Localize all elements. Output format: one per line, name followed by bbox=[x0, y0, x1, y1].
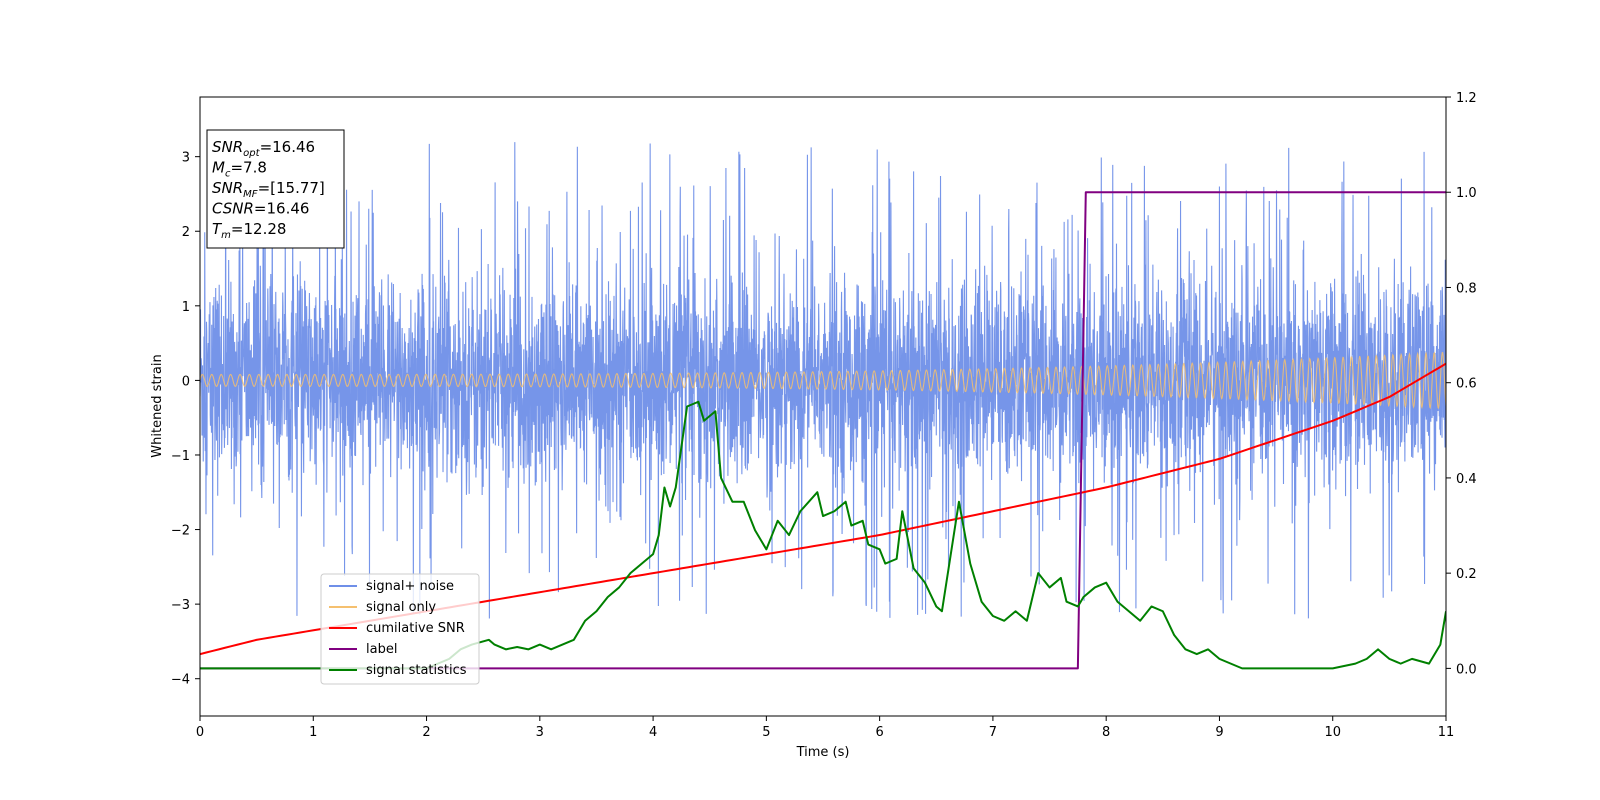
x-tick-label: 3 bbox=[536, 725, 544, 740]
series-signal-only-line bbox=[200, 351, 1446, 410]
legend-label: signal statistics bbox=[366, 663, 467, 678]
y-right-axis-ticks: 0.0 0.2 0.4 0.6 0.8 1.0 1.2 bbox=[1446, 91, 1477, 677]
annotation-value: =12.28 bbox=[231, 220, 287, 238]
y-left-axis-ticks: −4 −3 −2 −1 0 1 2 3 bbox=[171, 151, 200, 688]
annotation-value: =16.46 bbox=[260, 138, 316, 156]
annotation-line: CSNR=16.46 bbox=[212, 200, 309, 218]
x-tick-label: 6 bbox=[875, 725, 883, 740]
legend-label: signal+ noise bbox=[366, 579, 454, 594]
y-right-tick-label: 0.0 bbox=[1456, 662, 1477, 677]
x-axis-ticks: 0 1 2 3 4 5 6 7 8 9 10 11 bbox=[196, 716, 1454, 740]
y-left-tick-label: −1 bbox=[171, 449, 190, 464]
annotation-line: Mc=7.8 bbox=[212, 159, 267, 180]
legend: signal+ noise signal only cumilative SNR la… bbox=[320, 573, 480, 685]
legend-label: cumilative SNR bbox=[366, 621, 465, 636]
x-tick-label: 0 bbox=[196, 725, 204, 740]
y-right-tick-label: 0.4 bbox=[1456, 472, 1477, 487]
y-right-tick-label: 1.2 bbox=[1456, 91, 1477, 106]
x-tick-label: 4 bbox=[649, 725, 657, 740]
legend-label: label bbox=[366, 642, 397, 657]
y-left-tick-label: 1 bbox=[182, 300, 190, 315]
x-tick-label: 9 bbox=[1215, 725, 1223, 740]
annotation-variable: T bbox=[212, 220, 223, 238]
annotation-subscript: opt bbox=[243, 148, 260, 159]
annotation-line: Tm=12.28 bbox=[212, 220, 286, 241]
x-tick-label: 7 bbox=[989, 725, 997, 740]
annotation-line: SNRMF=[15.77] bbox=[212, 179, 325, 200]
x-tick-label: 8 bbox=[1102, 725, 1110, 740]
x-tick-label: 1 bbox=[309, 725, 317, 740]
annotation-variable: CSNR bbox=[212, 200, 254, 218]
x-axis-label: Time (s) bbox=[796, 745, 850, 760]
legend-label: signal only bbox=[366, 600, 436, 615]
y-right-tick-label: 0.2 bbox=[1456, 567, 1477, 582]
annotation-subscript: c bbox=[225, 169, 231, 180]
y-left-tick-label: 3 bbox=[182, 151, 190, 166]
y-axis-label: Whitened strain bbox=[150, 354, 165, 457]
annotation-value: =16.46 bbox=[254, 200, 310, 218]
annotation-subscript: MF bbox=[243, 189, 258, 200]
legend-entries: signal+ noise signal only cumilative SNR la… bbox=[329, 579, 467, 678]
y-left-tick-label: −2 bbox=[171, 524, 190, 539]
annotation-value: =7.8 bbox=[230, 159, 266, 177]
annotation-variable: SNR bbox=[212, 138, 243, 156]
series-signal-noise-line bbox=[200, 142, 1446, 619]
series-signal-statistics-line bbox=[200, 400, 1446, 670]
annotation-subscript: m bbox=[221, 230, 231, 241]
y-left-tick-label: −3 bbox=[171, 598, 190, 613]
y-right-tick-label: 1.0 bbox=[1456, 186, 1477, 201]
annotation-value: =[15.77] bbox=[258, 179, 325, 197]
y-right-tick-label: 0.8 bbox=[1456, 281, 1477, 296]
x-tick-label: 10 bbox=[1324, 725, 1341, 740]
plot-frame bbox=[199, 96, 1447, 717]
annotation-lines: SNRopt=16.46Mc=7.8SNRMF=[15.77]CSNR=16.4… bbox=[212, 138, 325, 241]
x-tick-label: 2 bbox=[422, 725, 430, 740]
annotation-variable: M bbox=[212, 159, 225, 177]
series-label-line bbox=[200, 191, 1446, 670]
y-right-tick-label: 0.6 bbox=[1456, 377, 1477, 392]
annotation-box: SNRopt=16.46Mc=7.8SNRMF=[15.77]CSNR=16.4… bbox=[206, 129, 345, 249]
annotation-variable: SNR bbox=[212, 179, 243, 197]
annotation-line: SNRopt=16.46 bbox=[212, 138, 315, 159]
y-left-tick-label: −4 bbox=[171, 673, 190, 688]
x-tick-label: 11 bbox=[1438, 725, 1455, 740]
x-tick-label: 5 bbox=[762, 725, 770, 740]
y-left-tick-label: 2 bbox=[182, 225, 190, 240]
y-left-tick-label: 0 bbox=[182, 374, 190, 389]
